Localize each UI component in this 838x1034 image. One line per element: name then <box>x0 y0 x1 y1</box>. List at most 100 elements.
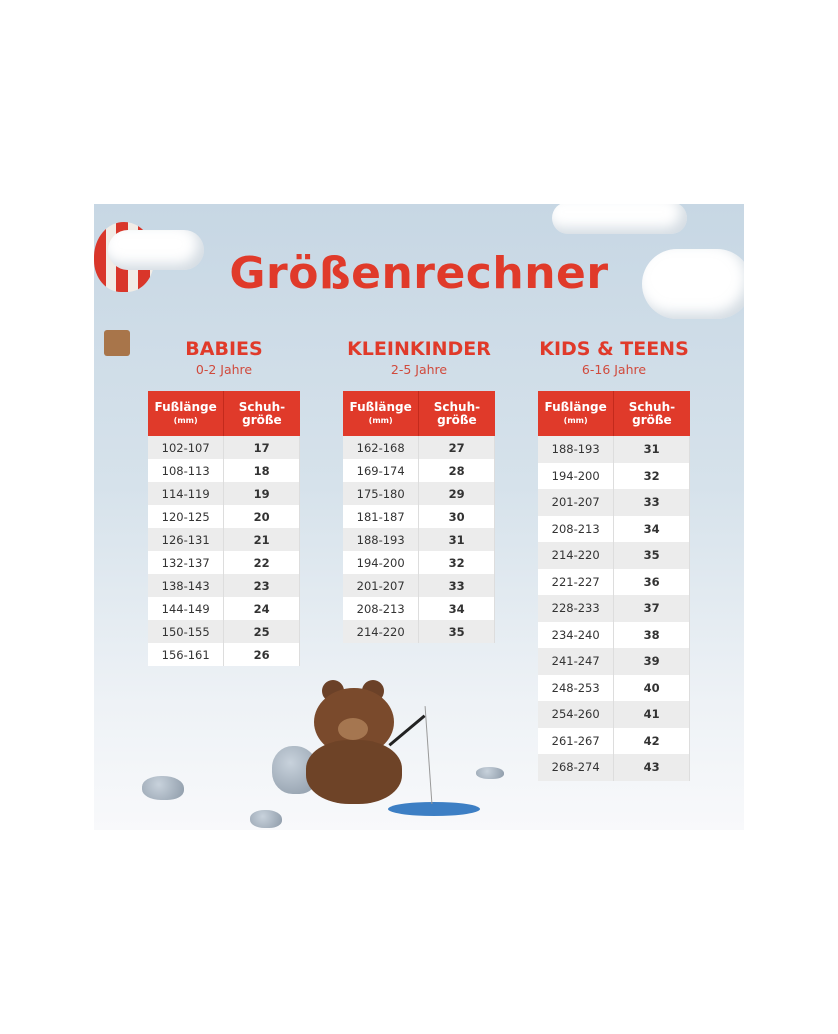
fishing-line <box>424 706 433 804</box>
table-row: 241-247 39 <box>538 648 690 675</box>
shoe-size-cell: 31 <box>418 528 495 551</box>
foot-length-cell: 194-200 <box>538 462 615 489</box>
table-header: Fußlänge (mm) Schuh-größe <box>343 391 495 436</box>
foot-length-cell: 208-213 <box>343 597 420 620</box>
table-row: 228-233 37 <box>538 595 690 622</box>
table-row: 234-240 38 <box>538 621 690 648</box>
size-table: Fußlänge (mm) Schuh-größe 162-168 27 169-174 2… <box>343 391 495 643</box>
shoe-size-cell: 41 <box>613 701 690 728</box>
shoe-size-cell: 23 <box>223 574 300 597</box>
foot-length-cell: 169-174 <box>343 459 420 482</box>
table-row: 175-180 29 <box>343 482 495 505</box>
foot-length-cell: 208-213 <box>538 515 615 542</box>
size-table: Fußlänge (mm) Schuh-größe 102-107 17 108-113 1… <box>148 391 300 666</box>
shoe-size-cell: 40 <box>613 674 690 701</box>
rock-decoration <box>250 810 282 828</box>
foot-length-cell: 261-267 <box>538 727 615 754</box>
shoe-size-cell: 32 <box>613 462 690 489</box>
shoe-size-cell: 20 <box>223 505 300 528</box>
foot-length-cell: 214-220 <box>538 542 615 569</box>
foot-length-cell: 108-113 <box>148 459 225 482</box>
age-range: 2-5 Jahre <box>390 362 448 377</box>
table-row: 268-274 43 <box>538 754 690 781</box>
shoe-size-cell: 27 <box>418 436 495 459</box>
section-title: KIDS & TEENS <box>539 338 689 360</box>
foot-length-cell: 241-247 <box>538 648 615 675</box>
table-row: 108-113 18 <box>148 459 300 482</box>
size-chart-panel: Größenrechner BABIES 0-2 Jahre Fußlänge(… <box>94 204 744 830</box>
shoe-size-cell: 37 <box>613 595 690 622</box>
shoe-size-cell: 43 <box>613 754 690 781</box>
cloud-decoration <box>108 230 204 270</box>
table-row: 181-187 30 <box>343 505 495 528</box>
rock-decoration <box>476 767 504 779</box>
section-kids-teens: KIDS & TEENS 6-16 Jahre Fußlänge (mm) Schu… <box>538 338 690 781</box>
foot-length-cell: 181-187 <box>343 505 420 528</box>
foot-length-cell: 248-253 <box>538 674 615 701</box>
foot-length-cell: 126-131 <box>148 528 225 551</box>
foot-length-cell: 162-168 <box>343 436 420 459</box>
shoe-size-cell: 19 <box>223 482 300 505</box>
foot-length-cell: 201-207 <box>538 489 615 516</box>
table-row: 169-174 28 <box>343 459 495 482</box>
balloon-basket <box>104 330 130 356</box>
shoe-size-cell: 24 <box>223 597 300 620</box>
table-row: 208-213 34 <box>538 515 690 542</box>
shoe-size-cell: 25 <box>223 620 300 643</box>
foot-length-cell: 228-233 <box>538 595 615 622</box>
foot-length-cell: 114-119 <box>148 482 225 505</box>
cloud-decoration <box>642 249 744 319</box>
foot-length-cell: 188-193 <box>343 528 420 551</box>
table-row: 201-207 33 <box>343 574 495 597</box>
section-title: BABIES <box>185 338 263 360</box>
section-kleinkinder: KLEINKINDER 2-5 Jahre Fußlänge (mm) Schuh-… <box>343 338 495 643</box>
water-puddle <box>388 802 480 816</box>
shoe-size-cell: 22 <box>223 551 300 574</box>
shoe-size-cell: 30 <box>418 505 495 528</box>
table-row: 132-137 22 <box>148 551 300 574</box>
table-row: 194-200 32 <box>538 462 690 489</box>
header-shoe-size: Schuh-größe <box>223 391 300 436</box>
table-row: 254-260 41 <box>538 701 690 728</box>
shoe-size-cell: 38 <box>613 621 690 648</box>
foot-length-cell: 234-240 <box>538 621 615 648</box>
table-row: 201-207 33 <box>538 489 690 516</box>
section-babies: BABIES 0-2 Jahre Fußlänge (mm) Schuh-größe… <box>148 338 300 666</box>
header-shoe-size: Schuh-größe <box>418 391 495 436</box>
age-range: 6-16 Jahre <box>581 362 647 377</box>
foot-length-cell: 150-155 <box>148 620 225 643</box>
shoe-size-cell: 42 <box>613 727 690 754</box>
table-row: 208-213 34 <box>343 597 495 620</box>
bear-illustration <box>304 680 404 804</box>
foot-length-cell: 175-180 <box>343 482 420 505</box>
foot-length-cell: 268-274 <box>538 754 615 781</box>
header-foot-length: Fußlänge (mm) <box>343 391 420 436</box>
shoe-size-cell: 39 <box>613 648 690 675</box>
size-table: Fußlänge (mm) Schuh-größe 188-193 31 194-200 3… <box>538 391 690 781</box>
table-row: 120-125 20 <box>148 505 300 528</box>
shoe-size-cell: 33 <box>418 574 495 597</box>
shoe-size-cell: 26 <box>223 643 300 666</box>
foot-length-cell: 156-161 <box>148 643 225 666</box>
foot-length-cell: 254-260 <box>538 701 615 728</box>
header-foot-length: Fußlänge (mm) <box>538 391 615 436</box>
table-row: 144-149 24 <box>148 597 300 620</box>
shoe-size-cell: 21 <box>223 528 300 551</box>
foot-length-cell: 214-220 <box>343 620 420 643</box>
shoe-size-cell: 28 <box>418 459 495 482</box>
table-row: 194-200 32 <box>343 551 495 574</box>
table-row: 162-168 27 <box>343 436 495 459</box>
foot-length-cell: 201-207 <box>343 574 420 597</box>
table-row: 102-107 17 <box>148 436 300 459</box>
foot-length-cell: 132-137 <box>148 551 225 574</box>
page-title: Größenrechner <box>229 248 609 299</box>
table-row: 261-267 42 <box>538 727 690 754</box>
table-row: 214-220 35 <box>538 542 690 569</box>
table-row: 188-193 31 <box>538 436 690 463</box>
shoe-size-cell: 34 <box>613 515 690 542</box>
shoe-size-cell: 35 <box>613 542 690 569</box>
table-row: 150-155 25 <box>148 620 300 643</box>
shoe-size-cell: 35 <box>418 620 495 643</box>
shoe-size-cell: 31 <box>613 436 690 463</box>
foot-length-cell: 221-227 <box>538 568 615 595</box>
